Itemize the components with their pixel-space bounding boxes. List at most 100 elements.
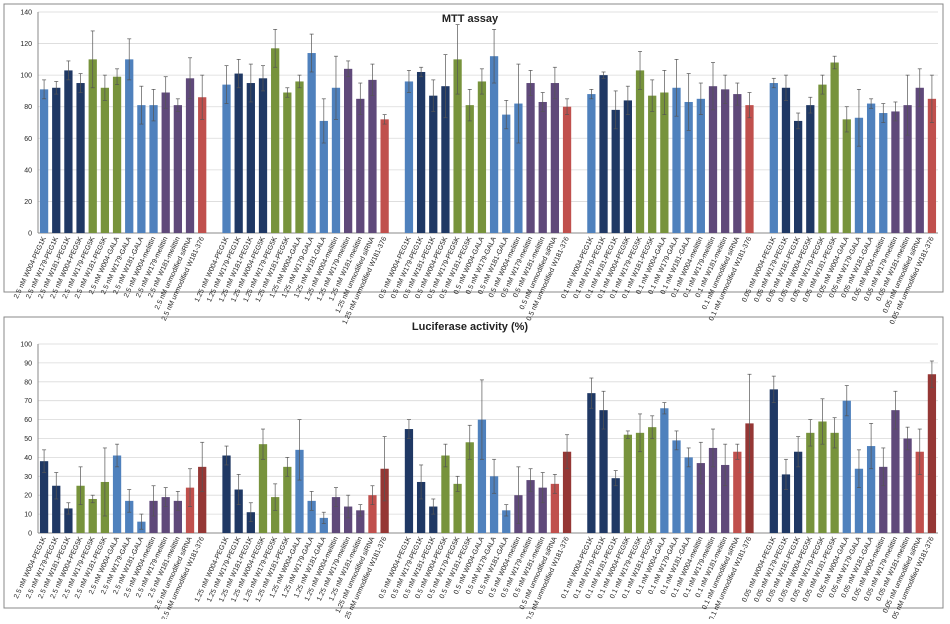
bar [76,485,85,533]
bar [489,56,499,234]
bar [88,498,97,533]
bar [891,111,900,233]
bar [648,95,657,234]
bar [854,117,864,233]
bar [368,79,377,233]
bar [708,86,718,233]
bar [88,59,97,233]
bar [295,81,304,233]
bar [830,62,839,234]
y-tick-label: 60 [24,136,32,143]
bar [161,497,170,533]
bar [283,92,292,233]
bar [100,87,110,234]
y-tick-label: 80 [24,104,32,111]
bar [830,432,839,533]
bar [866,103,876,233]
bar [550,483,560,533]
bar [222,84,231,233]
bar [404,81,414,233]
bar [915,451,924,533]
y-tick-label: 0 [28,531,32,538]
bar [660,408,669,533]
bar [769,83,778,234]
bar [538,487,547,533]
bar [39,461,49,533]
bar [562,106,572,233]
bar [344,68,353,233]
bar [477,81,487,233]
y-tick-label: 30 [24,474,32,481]
bar [173,500,182,533]
y-tick-label: 100 [20,73,32,80]
bar [489,476,499,533]
bar [271,48,280,233]
bar [794,120,803,233]
bar [818,421,827,533]
y-tick-label: 90 [24,360,32,367]
bar [185,487,195,533]
bar [721,464,730,533]
bar [331,497,341,533]
bar [125,500,134,533]
bar [684,101,693,233]
bar [648,427,657,533]
y-tick-label: 100 [20,342,32,349]
bar [258,78,268,233]
y-tick-label: 140 [20,10,32,17]
bar [599,75,608,234]
bar [696,98,705,233]
bar [806,105,815,233]
bar [76,83,85,234]
bar [319,120,328,233]
bar [453,59,462,233]
bar [477,419,487,533]
y-tick-label: 40 [24,455,32,462]
bar [611,109,620,233]
bar [660,92,669,233]
bar [842,400,851,533]
y-tick-label: 50 [24,436,32,443]
bar [903,105,912,233]
bar [550,83,560,234]
bar [781,87,791,234]
bar [745,105,754,233]
bar [854,468,864,533]
bar [125,59,134,233]
bar [587,94,596,233]
bar [708,447,718,533]
bar [344,506,353,533]
bar [331,87,341,234]
bar [745,423,754,533]
bar [356,510,365,533]
bar [137,105,146,233]
y-tick-label: 20 [24,493,32,500]
bar [915,87,924,234]
bar [502,114,511,233]
bar [769,389,778,533]
y-tick-label: 60 [24,417,32,424]
bar [806,432,815,533]
bar [64,508,73,533]
bar [526,480,535,533]
bar [684,457,693,533]
bar [879,466,888,533]
bar [562,451,572,533]
bar [623,434,632,533]
bar [891,410,900,533]
bar [635,432,645,533]
y-tick-label: 20 [24,199,32,206]
bar [319,517,328,533]
bar [307,500,316,533]
bar [538,101,547,233]
bar [112,455,122,533]
bar [234,489,243,533]
bar [818,84,827,233]
bar [368,495,377,533]
y-tick-label: 120 [20,41,32,48]
bar [927,98,937,233]
bar [514,103,523,233]
bar [733,94,742,233]
bar [307,53,316,233]
